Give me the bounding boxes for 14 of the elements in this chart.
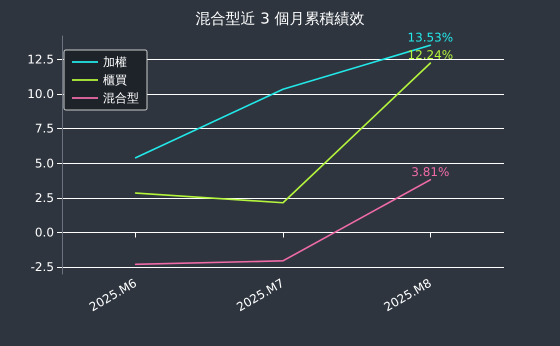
- y-tick-label: 12.5: [27, 52, 54, 67]
- data-label: 12.24%: [407, 48, 454, 62]
- y-tick-label: 7.5: [34, 122, 54, 136]
- y-tick-label: 10.0: [27, 87, 54, 102]
- y-tick-label: -2.5: [30, 260, 54, 274]
- data-label: 13.53%: [407, 30, 454, 44]
- y-tick-label: 2.5: [34, 190, 54, 205]
- y-tick-label: 0.0: [34, 225, 54, 240]
- legend-label: 櫃買: [103, 73, 127, 87]
- y-tick-label: 5.0: [34, 156, 54, 170]
- chart-title: 混合型近 3 個月累積績效: [195, 10, 365, 28]
- data-label: 3.81%: [411, 164, 450, 179]
- legend-label: 混合型: [103, 91, 139, 105]
- legend-label: 加權: [103, 55, 127, 69]
